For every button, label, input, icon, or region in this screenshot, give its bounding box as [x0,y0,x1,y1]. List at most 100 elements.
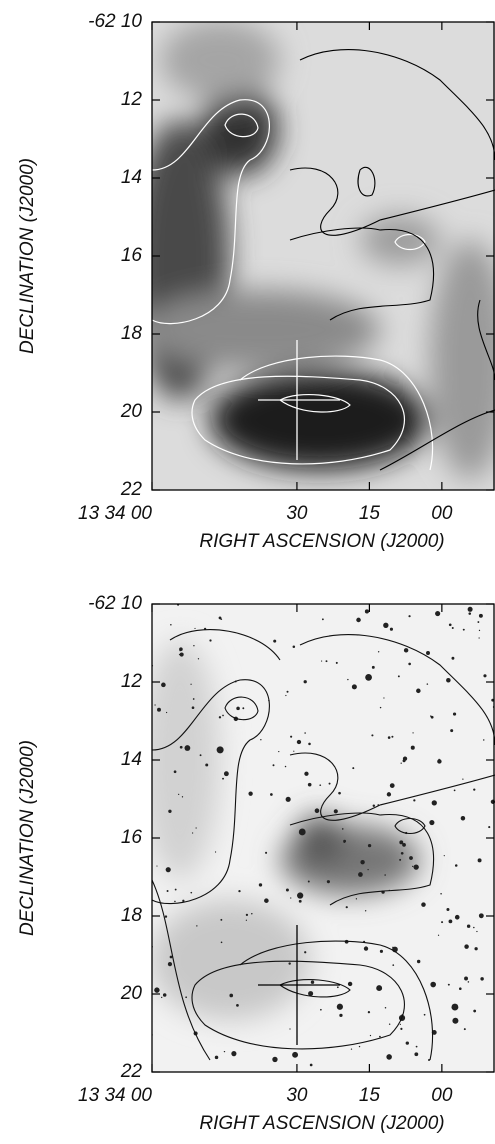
star [214,1055,219,1060]
star [391,735,394,738]
star [164,915,168,918]
star [245,919,247,921]
optical-map [152,604,495,1072]
star [369,1034,372,1037]
star [430,981,436,988]
star [431,800,437,806]
star [483,674,487,678]
star [196,925,198,927]
star [392,946,394,949]
star [179,745,183,749]
star [245,913,249,917]
star [476,930,478,933]
star [223,771,229,777]
star [478,613,483,618]
star [184,745,191,751]
star [304,771,309,776]
star [355,898,358,900]
star [292,1051,299,1058]
star [463,1028,466,1031]
star [415,1045,418,1048]
star [335,661,338,664]
star [288,962,291,965]
x-tick-label: 15 [359,1085,381,1106]
star [412,865,414,868]
star [367,1011,371,1014]
star [347,981,353,987]
star [320,1008,322,1011]
star [154,987,160,993]
star [338,791,341,795]
star [460,816,466,821]
star [473,1009,477,1013]
star [399,1023,401,1025]
star [427,1058,431,1062]
star [321,618,324,621]
star [285,694,287,697]
star [421,902,426,907]
star [341,828,344,830]
y-tick-label: 20 [120,401,143,422]
star [345,906,348,909]
star [435,611,441,617]
star [352,767,355,770]
star [194,627,196,630]
star [430,715,434,719]
star [412,732,414,734]
star [466,924,471,928]
star [408,615,411,618]
star [197,658,200,660]
star [296,739,302,745]
stars [152,604,495,1067]
star [272,1056,278,1063]
star [347,678,349,681]
star [410,745,415,750]
star [400,1027,403,1030]
star [231,1051,237,1057]
star [278,750,280,753]
star [264,898,269,903]
star [448,919,453,924]
star [297,892,304,899]
star [222,714,224,717]
star [464,976,468,981]
star [248,791,253,796]
star [376,985,383,992]
star [195,827,197,829]
star [364,910,367,912]
star [399,858,402,861]
star [452,712,457,716]
star [367,868,369,871]
star [455,864,457,867]
star [478,913,484,919]
star [220,618,223,621]
star [462,778,464,780]
star [389,783,395,788]
star [437,934,440,936]
star [467,606,473,612]
star [220,941,223,944]
star [443,855,445,857]
y-tick-label: 12 [121,89,143,110]
star [292,645,296,648]
star [165,711,168,714]
star [209,639,212,642]
star [372,804,376,808]
star [170,623,172,626]
star [473,926,475,929]
star [437,759,442,764]
star [358,872,363,877]
star [483,739,485,741]
y-axis-title: DECLINATION (J2000) [17,740,38,936]
star [409,856,413,860]
star [371,665,375,669]
star [314,808,320,814]
y-tick-label: 12 [121,671,143,692]
x-axis-title: RIGHT ASCENSION (J2000) [199,1113,444,1134]
star [290,897,292,899]
star [383,697,385,699]
star [403,648,409,653]
star [384,874,386,876]
star [191,706,195,710]
